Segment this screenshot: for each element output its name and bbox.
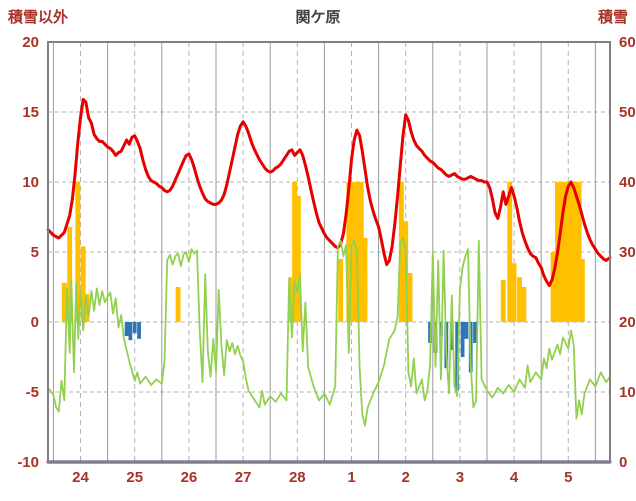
x-tick-label: 28 [289, 469, 306, 486]
plot-frame [47, 41, 611, 463]
green-line [47, 237, 611, 427]
y-tick-label-right: 60 [619, 34, 636, 51]
y-tick-label-left: 0 [31, 314, 39, 331]
precip-bar [67, 226, 73, 322]
precip-bar [295, 196, 301, 322]
precip-bar [500, 280, 506, 322]
precip-bar [521, 287, 527, 322]
precip-bar [362, 238, 368, 322]
x-tick-label: 1 [347, 469, 355, 486]
y-tick-label-left: 15 [22, 104, 39, 121]
x-tick-label: 5 [564, 469, 572, 486]
y-tick-label-right: 20 [619, 314, 636, 331]
negative-bar [439, 322, 443, 336]
x-tick-label: 2 [402, 469, 410, 486]
precip-bar [292, 182, 298, 322]
precip-bar [517, 277, 522, 322]
negative-bar [132, 322, 137, 334]
right-axis-title: 積雪 [597, 9, 628, 26]
left-axis-title: 積雪以外 [8, 9, 69, 26]
precip-bar [559, 182, 565, 322]
precip-bar [338, 259, 344, 322]
precip-bar [550, 252, 556, 322]
negative-bar [449, 322, 454, 350]
precip-bar [80, 246, 86, 322]
y-tick-label-right: 0 [619, 454, 627, 471]
y-tick-label-left: 10 [22, 174, 39, 191]
y-tick-label-left: -5 [26, 384, 39, 401]
y-tick-label-right: 40 [619, 174, 636, 191]
y-tick-label-left: 5 [31, 244, 39, 261]
negative-bar [455, 322, 460, 391]
precip-bar [350, 182, 356, 322]
x-tick-label: 25 [126, 469, 143, 486]
y-tick-label-right: 30 [619, 244, 636, 261]
x-tick-label: 3 [456, 469, 464, 486]
y-tick-label-left: -10 [17, 454, 39, 471]
x-tick-label: 26 [181, 469, 198, 486]
negative-bar [137, 322, 141, 339]
precip-bar [407, 273, 413, 322]
precip-bar [567, 182, 573, 322]
x-tick-label: 4 [510, 469, 519, 486]
precip-bar [398, 182, 404, 322]
negative-bar [473, 322, 477, 343]
precip-bar [75, 182, 81, 322]
chart-title: 関ケ原 [295, 9, 341, 26]
precip-bar [346, 182, 352, 322]
precip-bar [563, 182, 569, 322]
negative-bar [124, 322, 129, 336]
precip-bar [61, 282, 67, 322]
precip-bar [511, 263, 517, 322]
y-tick-label-right: 50 [619, 104, 636, 121]
negative-bar [460, 322, 465, 357]
temperature-line [46, 97, 612, 288]
negative-bar [128, 322, 133, 341]
precip-bar [579, 259, 585, 322]
y-tick-label-right: 10 [619, 384, 636, 401]
precip-bar [576, 182, 582, 322]
precip-bar [572, 182, 578, 322]
precip-bar [507, 182, 513, 322]
precip-bar [175, 287, 181, 322]
x-tick-label: 27 [235, 469, 252, 486]
x-tick-label: 24 [72, 469, 89, 486]
negative-bar [464, 322, 469, 339]
precip-bar [358, 182, 364, 322]
y-tick-label-left: 20 [22, 34, 39, 51]
